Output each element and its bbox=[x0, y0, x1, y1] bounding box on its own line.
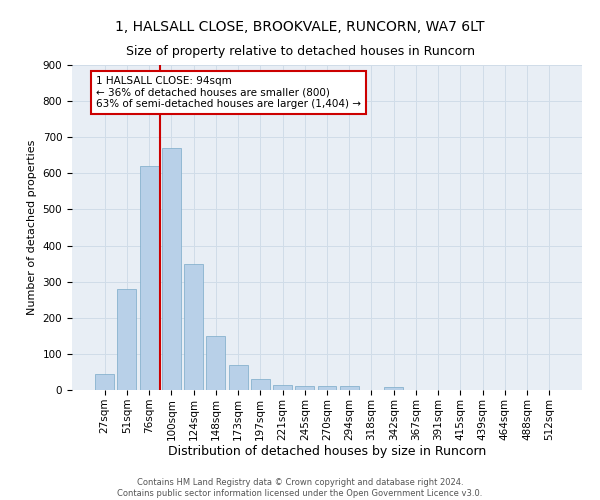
Text: Size of property relative to detached houses in Runcorn: Size of property relative to detached ho… bbox=[125, 45, 475, 58]
Bar bbox=[295, 386, 314, 390]
Text: 1, HALSALL CLOSE, BROOKVALE, RUNCORN, WA7 6LT: 1, HALSALL CLOSE, BROOKVALE, RUNCORN, WA… bbox=[115, 20, 485, 34]
Text: 1 HALSALL CLOSE: 94sqm
← 36% of detached houses are smaller (800)
63% of semi-de: 1 HALSALL CLOSE: 94sqm ← 36% of detached… bbox=[96, 76, 361, 109]
Bar bbox=[184, 264, 203, 390]
Bar bbox=[340, 386, 359, 390]
Bar bbox=[95, 374, 114, 390]
Bar bbox=[118, 289, 136, 390]
Bar bbox=[273, 384, 292, 390]
Bar bbox=[206, 336, 225, 390]
Bar bbox=[140, 166, 158, 390]
Bar bbox=[162, 148, 181, 390]
X-axis label: Distribution of detached houses by size in Runcorn: Distribution of detached houses by size … bbox=[168, 446, 486, 458]
Text: Contains HM Land Registry data © Crown copyright and database right 2024.
Contai: Contains HM Land Registry data © Crown c… bbox=[118, 478, 482, 498]
Bar bbox=[317, 386, 337, 390]
Bar bbox=[229, 364, 248, 390]
Bar bbox=[251, 379, 270, 390]
Y-axis label: Number of detached properties: Number of detached properties bbox=[27, 140, 37, 315]
Bar bbox=[384, 387, 403, 390]
